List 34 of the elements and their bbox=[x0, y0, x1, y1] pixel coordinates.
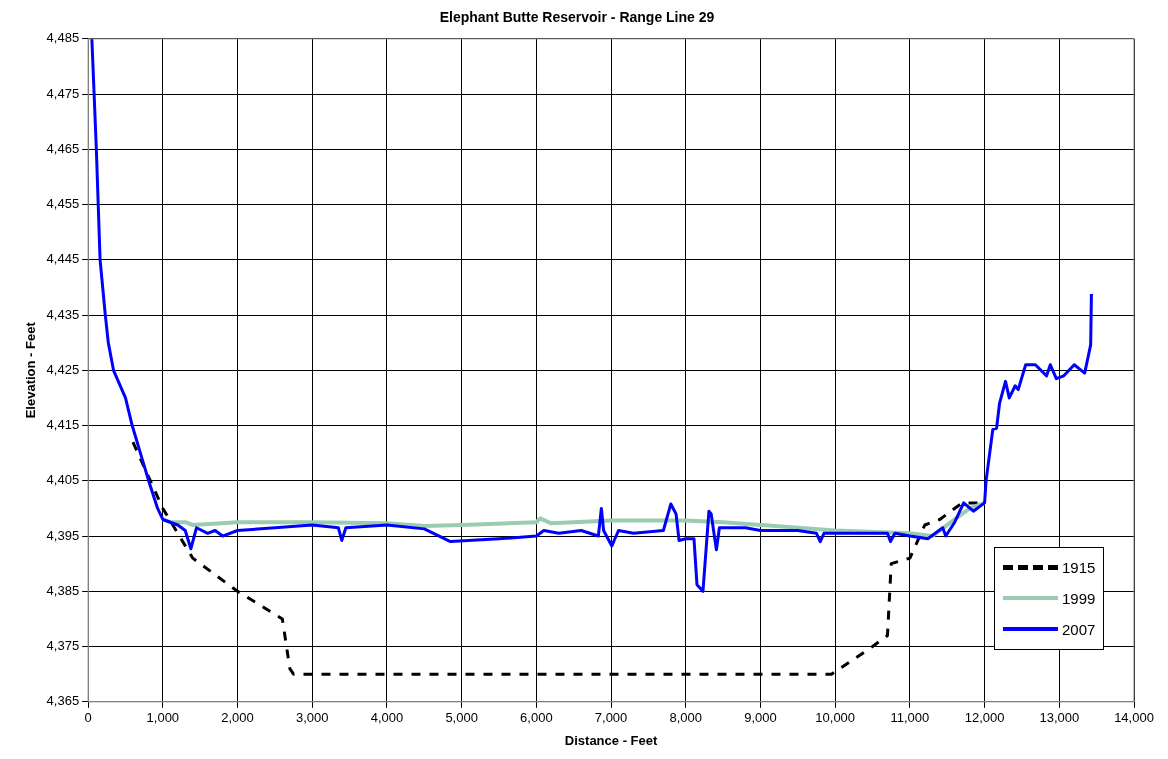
chart-title: Elephant Butte Reservoir - Range Line 29 bbox=[439, 9, 715, 26]
x-tick-label: 13,000 bbox=[1039, 710, 1080, 726]
y-tick-label: 4,455 bbox=[46, 196, 80, 212]
y-tick-label: 4,395 bbox=[46, 527, 80, 543]
x-tick-label: 3,000 bbox=[295, 710, 329, 726]
y-tick-label: 4,375 bbox=[46, 638, 80, 654]
x-tick-label: 1,000 bbox=[146, 710, 180, 726]
y-axis-title: Elevation - Feet bbox=[23, 321, 39, 419]
x-tick-label: 12,000 bbox=[964, 710, 1005, 726]
x-tick-label: 0 bbox=[84, 710, 92, 726]
x-tick-label: 4,000 bbox=[370, 710, 404, 726]
y-tick-label: 4,365 bbox=[46, 693, 80, 709]
x-tick-label: 9,000 bbox=[744, 710, 777, 726]
y-tick-label: 4,465 bbox=[46, 140, 80, 156]
legend-label: 2007 bbox=[1062, 620, 1096, 638]
legend-label: 1999 bbox=[1062, 589, 1096, 607]
legend-label: 1915 bbox=[1062, 558, 1096, 576]
x-tick-label: 2,000 bbox=[221, 710, 254, 726]
x-tick-label: 6,000 bbox=[520, 710, 553, 726]
x-tick-label: 11,000 bbox=[890, 710, 930, 726]
x-tick-label: 5,000 bbox=[445, 710, 478, 726]
y-tick-label: 4,385 bbox=[46, 582, 80, 598]
y-tick-label: 4,445 bbox=[46, 251, 80, 267]
y-tick-label: 4,435 bbox=[46, 306, 80, 322]
x-tick-label: 14,000 bbox=[1114, 710, 1154, 726]
x-axis-title: Distance - Feet bbox=[564, 732, 658, 748]
x-tick-label: 10,000 bbox=[815, 710, 856, 726]
y-tick-label: 4,475 bbox=[46, 85, 80, 101]
y-tick-label: 4,415 bbox=[46, 417, 80, 433]
y-tick-label: 4,485 bbox=[46, 30, 80, 46]
y-tick-label: 4,405 bbox=[46, 472, 80, 488]
x-tick-label: 8,000 bbox=[669, 710, 703, 726]
y-tick-label: 4,425 bbox=[46, 361, 80, 377]
x-tick-label: 7,000 bbox=[594, 710, 628, 726]
